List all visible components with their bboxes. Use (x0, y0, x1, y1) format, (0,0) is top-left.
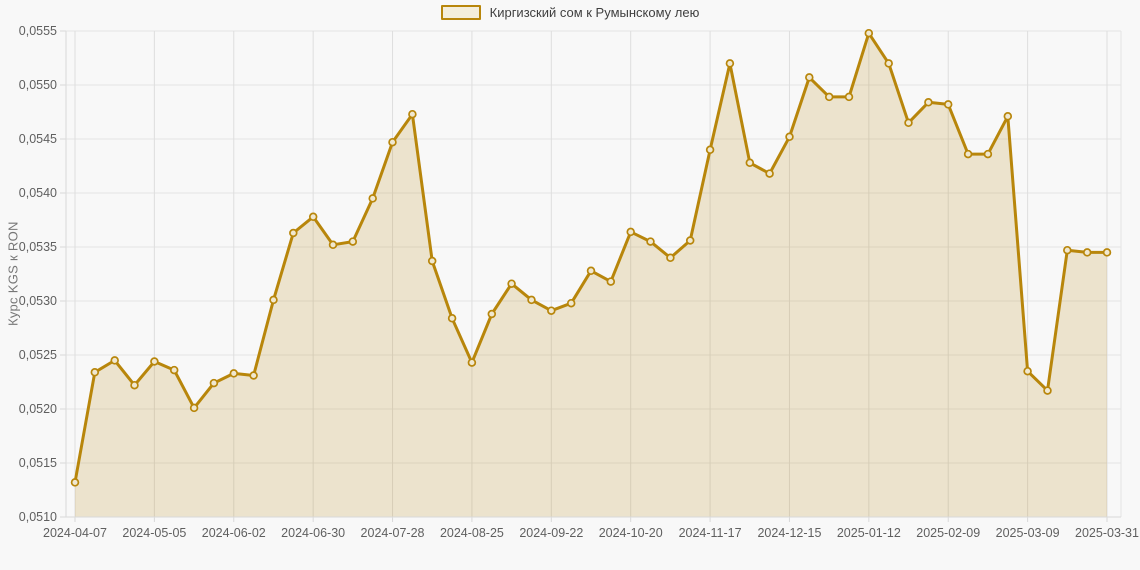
svg-text:0,0555: 0,0555 (19, 24, 57, 38)
data-point[interactable] (368, 194, 377, 203)
data-point[interactable] (864, 28, 874, 38)
data-point[interactable] (805, 73, 814, 82)
svg-text:2024-06-02: 2024-06-02 (202, 526, 266, 540)
data-point[interactable] (527, 295, 536, 305)
data-point[interactable] (1082, 248, 1092, 257)
data-point[interactable] (666, 253, 675, 263)
svg-text:0,0540: 0,0540 (19, 186, 57, 200)
svg-text:2024-10-20: 2024-10-20 (599, 526, 663, 540)
data-point-markers (70, 28, 1112, 487)
legend-label: Киргизский сом к Румынскому лею (489, 5, 700, 20)
area-series (75, 33, 1107, 517)
svg-text:2025-02-09: 2025-02-09 (916, 526, 980, 540)
data-point[interactable] (1102, 248, 1112, 257)
data-point[interactable] (249, 371, 258, 380)
svg-text:0,0510: 0,0510 (19, 510, 57, 524)
svg-text:2025-03-09: 2025-03-09 (996, 526, 1060, 540)
data-point[interactable] (388, 137, 397, 147)
data-point[interactable] (547, 306, 556, 315)
data-point[interactable] (130, 380, 139, 390)
svg-text:2024-05-05: 2024-05-05 (122, 526, 186, 540)
data-point[interactable] (983, 149, 993, 159)
svg-text:2024-06-30: 2024-06-30 (281, 526, 345, 540)
svg-text:2025-03-31: 2025-03-31 (1075, 526, 1139, 540)
y-axis-labels: 0,0510 0,0515 0,0520 0,0525 0,0530 0,0535 0,05… (19, 24, 57, 524)
data-point[interactable] (765, 169, 774, 178)
data-point[interactable] (566, 298, 576, 308)
data-point[interactable] (586, 266, 596, 276)
data-point[interactable] (269, 295, 278, 305)
svg-text:0,0550: 0,0550 (19, 78, 57, 92)
data-point[interactable] (904, 118, 913, 128)
data-point[interactable] (1063, 245, 1072, 255)
data-point[interactable] (685, 236, 695, 245)
y-axis-title: Курс KGS к RON (5, 221, 21, 327)
data-point[interactable] (963, 149, 973, 159)
data-point[interactable] (1003, 112, 1013, 121)
svg-text:0,0530: 0,0530 (19, 294, 57, 308)
data-point[interactable] (289, 228, 298, 238)
data-point[interactable] (90, 368, 100, 377)
legend-item[interactable]: Киргизский сом к Румынскому лею (0, 5, 1140, 20)
data-point[interactable] (705, 145, 715, 155)
data-point[interactable] (844, 92, 854, 102)
data-point[interactable] (1043, 386, 1052, 395)
svg-text:0,0520: 0,0520 (19, 402, 57, 416)
data-point[interactable] (507, 279, 516, 288)
data-point[interactable] (70, 478, 80, 487)
data-point[interactable] (467, 358, 477, 367)
svg-text:0,0525: 0,0525 (19, 348, 57, 362)
data-point[interactable] (229, 369, 239, 378)
data-point[interactable] (824, 92, 834, 102)
data-point[interactable] (487, 309, 497, 319)
svg-text:0,0535: 0,0535 (19, 240, 57, 254)
data-point[interactable] (189, 403, 199, 413)
data-point[interactable] (626, 227, 635, 237)
data-point[interactable] (884, 59, 893, 68)
data-point[interactable] (110, 356, 119, 365)
data-point[interactable] (924, 98, 933, 107)
svg-text:2025-01-12: 2025-01-12 (837, 526, 901, 540)
data-point[interactable] (646, 237, 655, 246)
svg-text:2024-04-07: 2024-04-07 (43, 526, 107, 540)
data-point[interactable] (745, 158, 755, 168)
svg-text:2024-08-25: 2024-08-25 (440, 526, 504, 540)
data-point[interactable] (1023, 366, 1032, 376)
data-point[interactable] (725, 59, 735, 68)
svg-text:2024-12-15: 2024-12-15 (757, 526, 821, 540)
axis-borders (65, 31, 1122, 518)
svg-text:2024-07-28: 2024-07-28 (361, 526, 425, 540)
data-point[interactable] (943, 100, 953, 109)
data-point[interactable] (427, 256, 437, 266)
data-point[interactable] (308, 212, 318, 222)
series-swatch-icon (440, 5, 481, 20)
data-point[interactable] (209, 378, 219, 388)
data-point[interactable] (447, 314, 457, 323)
svg-text:0,0545: 0,0545 (19, 132, 57, 146)
svg-text:2024-09-22: 2024-09-22 (519, 526, 583, 540)
data-point[interactable] (328, 240, 338, 250)
data-point[interactable] (408, 109, 417, 119)
data-point[interactable] (606, 277, 616, 286)
data-point[interactable] (150, 357, 159, 366)
data-point[interactable] (785, 132, 794, 142)
data-point[interactable] (348, 237, 358, 246)
x-axis-labels: 2024-04-07 2024-05-05 2024-06-02 2024-06-30… (43, 526, 1139, 540)
svg-text:2024-11-17: 2024-11-17 (679, 526, 742, 540)
gridlines (60, 30, 1121, 522)
svg-text:0,0515: 0,0515 (19, 456, 57, 470)
data-point[interactable] (169, 365, 179, 375)
